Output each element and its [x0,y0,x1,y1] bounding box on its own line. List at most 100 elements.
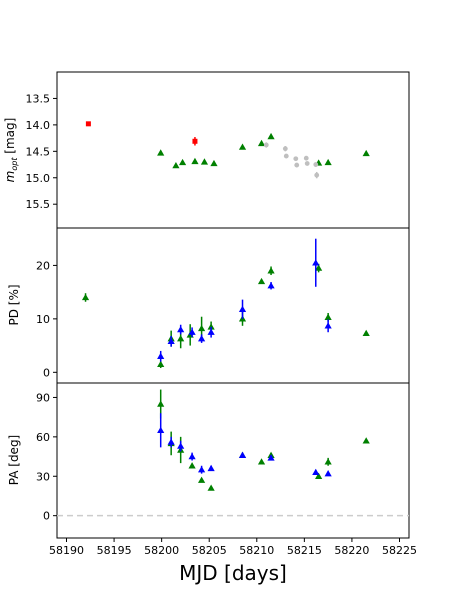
blue-data-point [157,352,165,359]
green-data-point [315,264,323,271]
green-data-point [157,149,165,156]
green-data-point [324,313,332,320]
blue-data-point [238,305,247,312]
magnitude-y-ticks: 13.5 14.0 14.5 15.0 15.5 [26,92,57,211]
green-data-point [362,437,370,444]
blue-data-point [238,451,247,458]
pd-y-ticks: 0 10 20 [36,259,57,379]
blue-data-point [312,259,320,266]
blue-data-point [198,335,206,342]
x-axis-ticks: 58190 58195 58200 58205 58210 58215 58220 58225 [49,538,417,557]
pa-y-tick-label: 60 [36,431,50,444]
pd-panel: 0 10 20 PD [%] [7,227,410,384]
green-data-point [81,293,90,301]
green-data-point [257,458,266,465]
grey-data-point [303,155,309,161]
mag-y-tick-label: 14.0 [26,119,51,132]
grey-data-point [293,156,299,162]
magnitude-y-label-unit: [mag] [3,118,17,158]
pd-y-axis-label: PD [%] [7,284,21,325]
pa-series [157,389,370,491]
green-data-point [238,143,247,150]
pa-y-ticks: 0 30 60 90 [36,391,57,523]
green-data-point [177,335,185,342]
x-tick-label: 58205 [192,544,227,557]
magnitude-series [85,121,370,179]
magnitude-y-label-main: m [3,171,17,183]
x-tick-label: 58195 [97,544,132,557]
magnitude-y-axis-label: mopt [mag] [3,118,19,183]
green-data-point [324,158,332,166]
blue-data-point [177,442,185,449]
x-tick-label: 58200 [144,544,179,557]
pa-y-tick-label: 30 [36,470,50,483]
grey-data-point [294,162,300,168]
blue-data-point [207,328,215,335]
grey-data-point [304,161,310,166]
magnitude-y-label-sub: opt [10,157,19,171]
x-axis-label: MJD [days] [179,561,287,585]
grey-data-point [313,162,319,167]
mag-y-tick-label: 15.5 [26,198,51,211]
green-data-point [257,139,266,147]
green-data-point [207,323,215,330]
x-tick-label: 58190 [49,544,84,557]
pd-y-tick-label: 0 [43,366,50,379]
grey-data-point [282,146,288,152]
pa-panel-frame [56,382,410,539]
green-data-point [267,132,275,140]
green-data-point [207,484,215,491]
mag-y-tick-label: 15.0 [26,172,51,185]
pd-panel-frame [56,227,410,384]
blue-data-point [157,426,165,433]
grey-data-point [314,172,320,178]
green-data-point [178,158,187,166]
green-data-point [157,360,165,367]
x-tick-label: 58210 [239,544,274,557]
blue-data-point [188,328,196,335]
magnitude-panel: 13.5 14.0 14.5 15.0 15.5 mopt [mag] [3,71,410,229]
pd-series [81,238,370,369]
grey-data-point [283,153,289,159]
red-data-point [85,121,91,127]
red-data-point [192,138,198,144]
blue-data-point [167,337,175,345]
blue-data-point [324,470,332,477]
green-data-point [200,158,209,165]
pa-y-axis-label: PA [deg] [7,435,21,485]
green-data-point [267,267,275,274]
green-data-point [188,462,196,469]
blue-data-point [198,466,206,473]
green-data-point [198,476,206,483]
mag-y-tick-label: 13.5 [26,92,51,105]
green-data-point [362,149,370,157]
green-data-point [198,324,206,332]
pa-panel: 0 30 60 90 PA [deg] [7,382,410,539]
green-data-point [191,157,199,165]
green-data-point [157,400,165,407]
pd-y-tick-label: 20 [36,259,50,272]
green-data-point [172,162,180,169]
green-data-point [324,458,332,465]
green-data-point [362,329,370,336]
pd-y-tick-label: 10 [36,313,50,326]
blue-data-point [177,325,185,333]
blue-data-point [207,464,215,472]
magnitude-panel-frame [56,71,410,229]
pa-y-tick-label: 90 [36,391,50,404]
blue-data-point [324,322,332,329]
blue-data-point [312,468,320,476]
blue-data-point [267,282,275,289]
blue-data-point [188,452,196,460]
green-data-point [315,472,323,479]
green-data-point [257,277,266,285]
x-tick-label: 58225 [382,544,417,557]
mag-y-tick-label: 14.5 [26,145,51,158]
blue-data-point [267,454,275,461]
grey-data-point [263,142,269,148]
x-tick-label: 58220 [334,544,369,557]
blue-data-point [167,438,175,445]
pa-y-tick-label: 0 [43,510,50,523]
x-tick-label: 58215 [287,544,322,557]
